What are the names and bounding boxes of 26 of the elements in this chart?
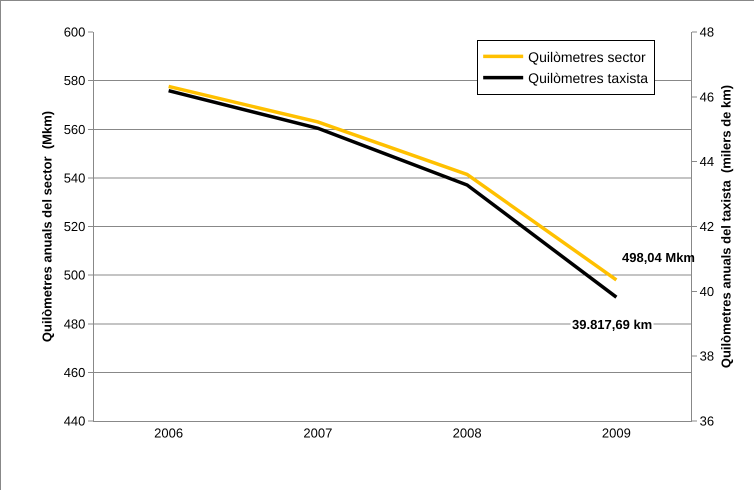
y2-tick-label: 44 [700, 154, 714, 170]
y-tick-label: 580 [64, 73, 86, 88]
y-tick-label: 440 [64, 414, 86, 429]
y2-tick-label: 46 [700, 89, 714, 104]
y-tick-label: 480 [64, 316, 86, 332]
y2-tick-label: 36 [700, 414, 714, 429]
y-tick-label: 460 [64, 364, 86, 380]
legend-label: Quilòmetres sector [528, 48, 646, 65]
legend-label: Quilòmetres taxista [528, 70, 648, 86]
y2-tick-label: 40 [700, 284, 714, 299]
y-tick-label: 600 [64, 24, 86, 40]
x-tick-label: 2006 [154, 426, 184, 441]
x-tick-label: 2007 [303, 426, 332, 441]
y2-tick-label: 38 [700, 348, 714, 364]
x-tick-label: 2009 [602, 426, 631, 441]
y-tick-label: 520 [64, 219, 86, 234]
x-tick-label: 2008 [452, 426, 482, 441]
y-tick-label: 560 [64, 122, 86, 137]
annotation: 498,04 Mkm [622, 250, 695, 265]
y-axis-title: Quilòmetres anuals del sector (Mkm) [40, 110, 55, 342]
y2-tick-label: 48 [700, 24, 714, 40]
y2-tick-label: 42 [700, 219, 714, 234]
annotation: 39.817,69 km [572, 317, 652, 332]
y-tick-label: 500 [64, 268, 86, 283]
y-tick-label: 540 [64, 170, 86, 186]
y2-axis-title: Quilòmetres anuals del taxista (milers de km) [718, 84, 734, 368]
